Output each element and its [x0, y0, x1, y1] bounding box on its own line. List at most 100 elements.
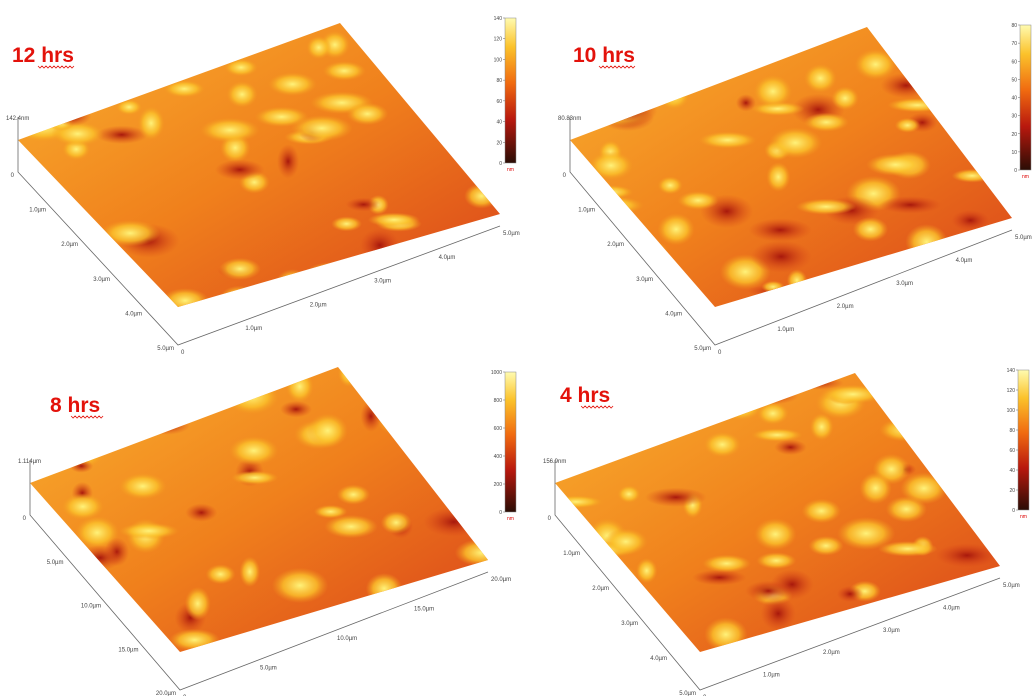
colorbar-tick-label: 200	[494, 482, 503, 488]
grain	[415, 277, 477, 308]
pit	[239, 557, 260, 588]
front-tick-label: 1.0µm	[763, 673, 780, 679]
grain	[377, 408, 431, 436]
grain	[231, 471, 278, 485]
front-tick-label: 4.0µm	[956, 258, 973, 264]
grain	[29, 13, 86, 45]
grain	[973, 12, 1007, 44]
colorbar-tick-label: 70	[1011, 41, 1017, 47]
afm-panel: 1.114µm05.0µm10.0µm15.0µm20.0µm05.0µm10.…	[14, 356, 516, 696]
depth-tick-label: 2.0µm	[592, 586, 609, 592]
grain	[611, 407, 641, 422]
grain	[895, 49, 952, 80]
pit	[965, 98, 1014, 127]
colorbar-tick-label: 20	[496, 140, 502, 146]
pit	[854, 49, 896, 80]
grain	[957, 633, 986, 655]
grain	[973, 619, 1019, 650]
z-label: 156.9nm	[543, 459, 566, 465]
figure: 142.4nm01.0µm2.0µm3.0µm4.0µm5.0µm01.0µm2…	[0, 0, 1033, 696]
panel-title: 4 hrs	[560, 384, 610, 407]
grain	[437, 42, 467, 63]
colorbar-unit: nm	[507, 516, 514, 522]
front-tick-label: 2.0µm	[837, 304, 854, 310]
pit	[600, 17, 658, 45]
grain	[119, 523, 179, 540]
pit	[575, 633, 620, 651]
grain	[277, 144, 299, 179]
grain	[664, 64, 691, 83]
colorbar-tick-label: 80	[1011, 23, 1017, 29]
grain	[41, 424, 83, 436]
grain	[551, 75, 613, 98]
colorbar-tick-label: 0	[499, 161, 502, 167]
grain	[32, 542, 62, 557]
grain	[206, 564, 236, 584]
pit	[381, 511, 412, 534]
colorbar	[505, 372, 516, 512]
grain	[851, 611, 896, 623]
depth-tick-label: 4.0µm	[650, 656, 667, 662]
grain	[140, 416, 190, 435]
grain	[606, 95, 657, 126]
pit	[69, 459, 93, 472]
z-label: 1.114µm	[18, 459, 41, 465]
grain	[589, 151, 634, 180]
pit	[220, 286, 258, 310]
front-tick-label: 1.0µm	[777, 327, 794, 333]
front-tick-label: 0	[718, 350, 722, 356]
depth-tick-label: 1.0µm	[578, 208, 595, 214]
afm-panel: 142.4nm01.0µm2.0µm3.0µm4.0µm5.0µm01.0µm2…	[0, 8, 520, 356]
grain	[658, 176, 683, 194]
depth-tick-label: 2.0µm	[61, 242, 78, 248]
pit	[561, 417, 583, 437]
grain	[399, 57, 437, 90]
afm-panel: 80.83nm01.0µm2.0µm3.0µm4.0µm5.0µm01.0µm2…	[546, 12, 1032, 356]
depth-tick-label: 1.0µm	[563, 551, 580, 557]
pit	[950, 53, 1000, 66]
grain	[455, 539, 508, 567]
grain	[831, 86, 859, 110]
pit	[116, 99, 142, 115]
grain	[905, 224, 947, 260]
grain	[887, 98, 947, 112]
colorbar-tick-label: 40	[1011, 96, 1017, 102]
grain	[187, 378, 208, 404]
grain	[225, 379, 279, 414]
colorbar-tick-label: 800	[494, 398, 503, 404]
front-tick-label: 2.0µm	[310, 302, 327, 308]
grain	[861, 640, 882, 656]
grain	[762, 281, 785, 293]
depth-tick-label: 0	[23, 516, 27, 522]
grain	[704, 432, 741, 458]
grain	[323, 61, 366, 81]
pit	[307, 413, 348, 448]
colorbar-tick-label: 100	[1007, 408, 1016, 414]
pit	[988, 39, 1011, 61]
grain	[37, 263, 75, 282]
pit	[215, 159, 265, 180]
colorbar-unit: nm	[507, 167, 514, 173]
pit	[163, 80, 205, 98]
front-tick-label: 10.0µm	[337, 636, 357, 642]
grain	[457, 104, 499, 127]
grain	[367, 36, 399, 48]
grain	[879, 196, 941, 214]
grain	[219, 258, 261, 280]
grain	[169, 629, 220, 651]
grain	[751, 428, 802, 442]
colorbar-tick-label: 50	[1011, 77, 1017, 83]
colorbar-tick-label: 0	[499, 510, 502, 516]
colorbar-tick-label: 140	[494, 16, 503, 22]
depth-tick-label: 5.0µm	[157, 346, 174, 352]
grain	[79, 545, 122, 570]
grain	[751, 240, 812, 272]
colorbar-tick-label: 30	[1011, 114, 1017, 120]
grain	[235, 31, 276, 45]
grain	[372, 368, 402, 402]
colorbar-tick-label: 60	[1009, 448, 1015, 454]
grain	[0, 228, 48, 248]
grain	[34, 70, 86, 96]
grain	[200, 118, 260, 143]
grain	[216, 34, 254, 62]
